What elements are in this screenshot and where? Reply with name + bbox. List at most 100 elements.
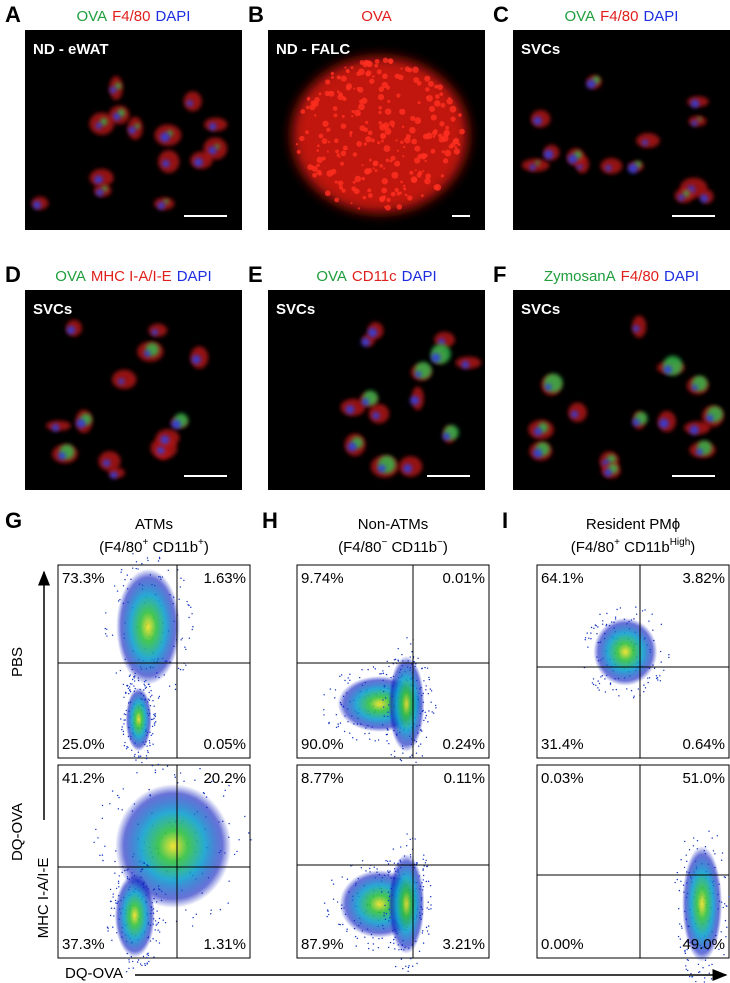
event-dot: [178, 598, 180, 601]
nucleus: [544, 383, 552, 391]
event-dot: [691, 975, 694, 978]
event-dot: [124, 578, 126, 581]
event-dot: [388, 871, 390, 874]
event-dot: [114, 872, 116, 874]
tissue-speck: [430, 114, 437, 121]
event-dot: [381, 924, 384, 927]
event-dot: [140, 868, 143, 871]
event-dot: [228, 784, 230, 787]
plot-subtitle: (F4/80− CD11b−): [338, 537, 448, 556]
event-dot: [118, 796, 120, 799]
event-dot: [142, 955, 145, 958]
event-dot: [427, 925, 430, 927]
event-dot: [183, 579, 185, 582]
event-dot: [135, 561, 138, 563]
event-dot: [720, 859, 723, 861]
event-dot: [680, 925, 683, 928]
tissue-speck: [437, 84, 444, 91]
event-dot: [387, 715, 389, 718]
event-dot: [430, 904, 432, 906]
event-dot: [417, 657, 419, 660]
cell-body: [521, 158, 550, 172]
nucleus: [345, 405, 355, 414]
tissue-speck: [443, 131, 449, 138]
event-dot: [95, 828, 97, 831]
event-dot: [400, 958, 403, 960]
stain-name: OVA: [55, 268, 86, 285]
tissue-speck: [382, 73, 388, 80]
event-dot: [153, 956, 155, 958]
event-dot: [407, 970, 409, 973]
event-dot: [148, 691, 150, 694]
event-dot: [597, 687, 599, 689]
tissue-speck: [296, 149, 301, 155]
event-dot: [154, 713, 156, 715]
event-dot: [332, 898, 335, 900]
tissue-speck: [341, 188, 346, 193]
event-dot: [688, 848, 691, 851]
tissue-speck: [425, 132, 433, 140]
event-dot: [423, 854, 425, 856]
event-dot: [101, 817, 104, 820]
event-dot: [137, 959, 140, 961]
event-dot: [323, 714, 325, 716]
tissue-speck: [396, 204, 403, 210]
tissue-speck: [457, 143, 461, 146]
nucleus: [570, 410, 579, 418]
cells: [31, 76, 228, 210]
event-dot: [115, 672, 118, 674]
event-dot: [343, 730, 346, 733]
event-dot: [120, 718, 122, 720]
event-dot: [124, 691, 127, 694]
event-dot: [635, 613, 638, 616]
event-dot: [722, 906, 724, 909]
event-dot: [156, 910, 158, 912]
event-dot: [680, 880, 682, 883]
nucleus: [361, 337, 371, 347]
event-dot: [133, 755, 136, 757]
event-dot: [421, 668, 423, 670]
event-dot: [164, 921, 167, 924]
event-dot: [387, 946, 390, 949]
event-dot: [210, 909, 212, 911]
event-dot: [406, 833, 408, 835]
subtitle-part: ): [204, 539, 209, 556]
event-dot: [723, 903, 726, 905]
event-dot: [334, 697, 336, 699]
event-dot: [174, 776, 176, 778]
event-dot: [147, 952, 149, 955]
subtitle-part: (F4/80: [571, 539, 614, 556]
event-dot: [687, 969, 689, 972]
tissue-speck: [333, 113, 338, 118]
event-dot: [602, 620, 604, 622]
cell-stain: [134, 123, 140, 129]
nucleus: [372, 412, 380, 420]
event-dot: [102, 859, 104, 862]
event-dot: [195, 913, 198, 915]
event-dot: [117, 808, 120, 810]
stain-name: F4/80: [621, 268, 659, 285]
event-dot: [383, 685, 386, 688]
micrograph: [513, 30, 730, 230]
event-dot: [158, 556, 161, 559]
event-dot: [123, 745, 126, 747]
event-dot: [136, 961, 139, 963]
event-dot: [597, 680, 599, 682]
event-dot: [105, 612, 107, 614]
event-dot: [425, 859, 427, 862]
event-dot: [153, 717, 155, 720]
tissue-speck: [414, 169, 417, 172]
event-dot: [383, 915, 385, 917]
tissue-speck: [378, 110, 382, 115]
event-dot: [716, 835, 718, 837]
cell-stain: [101, 185, 108, 192]
event-dot: [592, 683, 595, 686]
event-dot: [210, 780, 213, 783]
event-dot: [141, 964, 143, 967]
cell-body: [688, 115, 707, 127]
quadrant-pct: 90.0%: [301, 736, 344, 753]
tissue-speck: [409, 126, 416, 134]
event-dot: [128, 686, 131, 688]
nucleus: [51, 423, 60, 432]
event-dot: [106, 628, 108, 630]
